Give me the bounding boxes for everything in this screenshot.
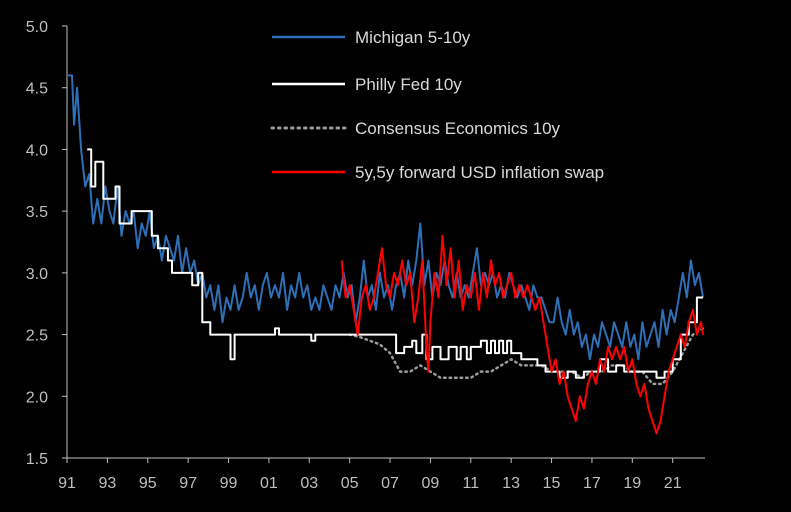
x-tick-label: 21 (664, 475, 682, 492)
x-tick-label: 93 (98, 475, 116, 492)
legend: Michigan 5-10y Philly Fed 10y Consensus Ec… (270, 28, 604, 182)
series-line-consensus-economics-10y (348, 327, 705, 386)
series-line-5y-5y-forward-usd-inflation-swap (340, 234, 704, 435)
legend-label: Consensus Economics 10y (355, 119, 561, 138)
x-tick-label: 05 (341, 475, 359, 492)
y-tick-label: 4.0 (26, 142, 48, 159)
x-tick-label: 13 (502, 475, 520, 492)
x-tick-label: 09 (422, 475, 440, 492)
x-tick-label: 91 (58, 475, 76, 492)
legend-label: 5y,5y forward USD inflation swap (355, 163, 604, 182)
legend-label: Michigan 5-10y (355, 28, 471, 47)
y-tick-label: 2.5 (26, 328, 48, 345)
y-tick-label: 3.0 (26, 266, 48, 283)
y-tick-label: 3.5 (26, 204, 48, 221)
y-tick-label: 1.5 (26, 451, 48, 468)
x-tick-label: 03 (300, 475, 318, 492)
x-tick-label: 97 (179, 475, 197, 492)
x-tick-label: 11 (462, 475, 479, 492)
x-tick-label: 01 (260, 475, 278, 492)
x-tick-label: 19 (623, 475, 641, 492)
x-tick-label: 95 (139, 475, 157, 492)
y-tick-label: 5.0 (26, 19, 48, 36)
x-tick-label: 17 (583, 475, 601, 492)
x-tick-label: 99 (220, 475, 238, 492)
y-axis: 1.5 2.0 2.5 3.0 3.5 4.0 4.5 5.0 (26, 19, 68, 468)
legend-label: Philly Fed 10y (355, 75, 462, 94)
y-tick-label: 2.0 (26, 389, 48, 406)
y-tick-label: 4.5 (26, 81, 48, 98)
x-tick-label: 15 (543, 475, 561, 492)
series-line-michigan-5-10y (67, 74, 704, 361)
x-tick-label: 07 (381, 475, 399, 492)
series-layer (67, 74, 705, 435)
x-axis: 91 93 95 97 99 01 03 05 07 09 11 13 15 17 19 21 (58, 457, 705, 492)
